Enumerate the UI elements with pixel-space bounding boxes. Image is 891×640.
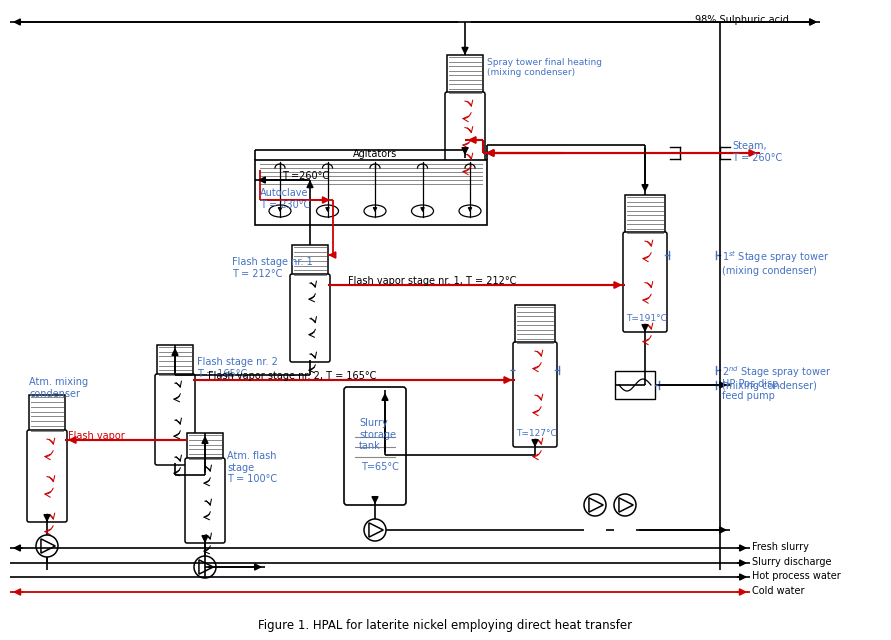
Text: Autoclave
T = 230°C: Autoclave T = 230°C xyxy=(260,188,310,210)
Text: T=191°C: T=191°C xyxy=(626,314,666,323)
Text: Flash vapor: Flash vapor xyxy=(68,431,125,441)
FancyBboxPatch shape xyxy=(290,274,330,362)
Text: 2$^{nd}$ Stage spray tower
(mixing condenser): 2$^{nd}$ Stage spray tower (mixing conde… xyxy=(722,364,831,392)
Text: Fresh slurry: Fresh slurry xyxy=(752,542,809,552)
Text: Figure 1. HPAL for laterite nickel employing direct heat transfer: Figure 1. HPAL for laterite nickel emplo… xyxy=(258,619,633,632)
Text: Atm. flash
stage
T = 100°C: Atm. flash stage T = 100°C xyxy=(227,451,277,484)
Bar xyxy=(447,55,483,95)
FancyBboxPatch shape xyxy=(27,430,67,522)
Text: T=127°C: T=127°C xyxy=(516,429,557,438)
FancyBboxPatch shape xyxy=(155,374,195,465)
Text: Atm. mixing
condenser: Atm. mixing condenser xyxy=(29,377,88,399)
FancyBboxPatch shape xyxy=(513,342,557,447)
Text: Slurry
storage
tank: Slurry storage tank xyxy=(359,418,396,451)
FancyBboxPatch shape xyxy=(623,232,667,332)
Text: T=65°C: T=65°C xyxy=(361,462,399,472)
Bar xyxy=(292,245,328,277)
Ellipse shape xyxy=(269,205,291,217)
Bar xyxy=(157,345,193,377)
Ellipse shape xyxy=(412,205,434,217)
Text: Agitators: Agitators xyxy=(353,149,397,159)
Bar xyxy=(615,371,655,399)
Text: Spray tower final heating
(mixing condenser): Spray tower final heating (mixing conden… xyxy=(487,58,602,77)
Ellipse shape xyxy=(459,205,481,217)
Text: Flash vapor stage nr. 2, T = 165°C: Flash vapor stage nr. 2, T = 165°C xyxy=(208,371,376,381)
Bar xyxy=(625,195,665,235)
Ellipse shape xyxy=(364,205,386,217)
Text: Cold water: Cold water xyxy=(752,586,805,596)
Text: 1$^{st}$ Stage spray tower
(mixing condenser): 1$^{st}$ Stage spray tower (mixing conde… xyxy=(722,249,830,276)
Text: 98% Sulphuric acid: 98% Sulphuric acid xyxy=(695,15,789,25)
FancyBboxPatch shape xyxy=(445,92,485,162)
Text: HP Pos.disp.
feed pump: HP Pos.disp. feed pump xyxy=(722,379,781,401)
Text: Flash stage nr. 2
T = 165°C: Flash stage nr. 2 T = 165°C xyxy=(197,357,278,379)
Bar xyxy=(255,160,487,225)
Text: Flash vapor stage nr. 1, T = 212°C: Flash vapor stage nr. 1, T = 212°C xyxy=(348,276,517,286)
FancyBboxPatch shape xyxy=(344,387,406,505)
Text: Flash stage nr. 1
T = 212°C: Flash stage nr. 1 T = 212°C xyxy=(232,257,313,278)
Bar xyxy=(515,305,555,345)
FancyBboxPatch shape xyxy=(185,458,225,543)
Text: Steam,
T = 260°C: Steam, T = 260°C xyxy=(732,141,782,163)
Text: Slurry discharge: Slurry discharge xyxy=(752,557,831,567)
Text: Hot process water: Hot process water xyxy=(752,571,841,581)
Bar xyxy=(29,395,65,433)
Ellipse shape xyxy=(316,205,339,217)
Text: T =260°C: T =260°C xyxy=(282,171,329,181)
Bar xyxy=(187,433,223,461)
